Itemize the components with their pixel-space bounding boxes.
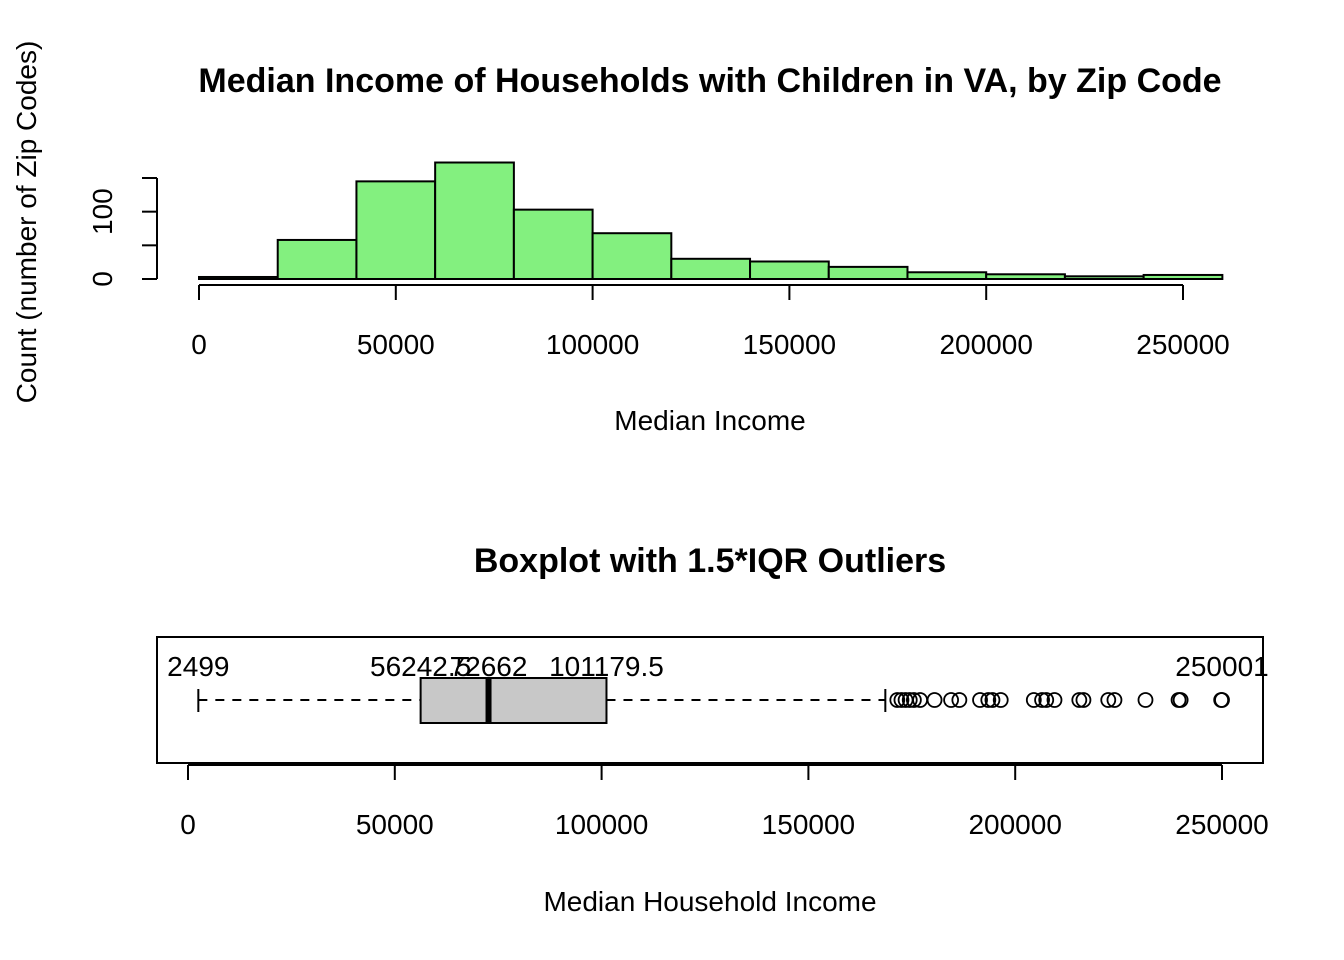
boxplot-outlier-point [1075, 692, 1092, 708]
histogram-y-axis: 0 100 [87, 177, 158, 287]
boxplot-x-tick-label: 50000 [356, 809, 434, 840]
boxplot-x-tick-label: 200000 [968, 809, 1061, 840]
boxplot-x-tick-label: 150000 [762, 809, 855, 840]
boxplot-panel: Boxplot with 1.5*IQR Outliers 2499 56242.… [156, 542, 1269, 917]
histogram-bar [906, 271, 988, 280]
histogram-x-tick-label: 100000 [546, 329, 639, 360]
boxplot-annotation-label: 72662 [450, 651, 528, 682]
histogram-bar [827, 265, 909, 281]
histogram-bar [434, 161, 515, 280]
boxplot-annotation-label: 2499 [167, 651, 229, 682]
boxplot-outlier-point [1034, 692, 1050, 708]
histogram-bar [276, 238, 358, 281]
histogram-bar [670, 257, 752, 280]
histogram-x-tick-label: 200000 [939, 329, 1032, 360]
histogram-x-axis: 0 50000 100000 150000 200000 250000 [191, 284, 1230, 360]
histogram-bars [198, 161, 1224, 281]
boxplot-outlier-point [889, 692, 906, 708]
histogram-bar [1063, 275, 1145, 281]
histogram-x-axis-label: Median Income [614, 405, 805, 436]
boxplot-x-axis: 0 50000 100000 150000 200000 250000 [180, 764, 1269, 840]
histogram-bar [512, 208, 594, 280]
boxplot-title: Boxplot with 1.5*IQR Outliers [474, 542, 946, 580]
histogram-x-tick-label: 150000 [743, 329, 836, 360]
boxplot-outlier-point [1025, 692, 1042, 708]
histogram-x-tick-label: 0 [191, 329, 207, 360]
boxplot-outlier-point [905, 692, 922, 708]
boxplot-outlier-point [893, 692, 910, 708]
histogram-title: Median Income of Households with Childre… [198, 62, 1221, 100]
histogram-bar [355, 180, 437, 280]
boxplot-outlier-point [926, 692, 943, 708]
boxplot-outlier-point [943, 692, 959, 708]
histogram-y-tick-label: 100 [87, 188, 118, 235]
boxplot-outlier-point [992, 692, 1009, 708]
boxplot-annotation-label: 56242.5 [370, 651, 471, 682]
histogram-bar [198, 275, 279, 281]
boxplot-outlier-point [1214, 692, 1230, 708]
boxplot-outlier-point [1137, 692, 1154, 708]
boxplot-x-tick-label: 0 [180, 809, 196, 840]
histogram-y-axis-label: Count (number of Zip Codes) [11, 41, 42, 404]
histogram-bar [985, 273, 1066, 280]
boxplot-outlier-point [1172, 692, 1189, 708]
boxplot-annotation-label: 250001 [1175, 651, 1268, 682]
histogram-panel: Median Income of Households with Childre… [11, 41, 1230, 436]
boxplot-outlier-point [972, 692, 988, 708]
boxplot-x-tick-label: 100000 [555, 809, 648, 840]
boxplot-outlier-point [1038, 692, 1055, 708]
boxplot-outlier-point [951, 692, 968, 708]
boxplot-x-axis-label: Median Household Income [543, 886, 876, 917]
histogram-y-tick-label: 0 [87, 271, 118, 287]
histogram-x-tick-label: 50000 [357, 329, 435, 360]
histogram-x-tick-label: 250000 [1136, 329, 1229, 360]
histogram-bar [591, 232, 673, 280]
boxplot-frame [156, 636, 1264, 764]
boxplot-outlier-point [980, 692, 997, 708]
boxplot-outlier-point [984, 692, 1001, 708]
boxplot-outlier-point [1046, 692, 1063, 708]
histogram-bar [1142, 273, 1224, 280]
boxplot-outlier-point [1106, 692, 1123, 708]
boxplot-outlier-point [1071, 692, 1088, 708]
boxplot-outlier-point [901, 692, 918, 708]
boxplot-box [419, 677, 608, 724]
boxplot-annotation-label: 101179.5 [549, 651, 664, 682]
boxplot-outlier-point [1100, 692, 1117, 708]
histogram-bar [749, 260, 830, 281]
boxplot-x-tick-label: 250000 [1175, 809, 1268, 840]
